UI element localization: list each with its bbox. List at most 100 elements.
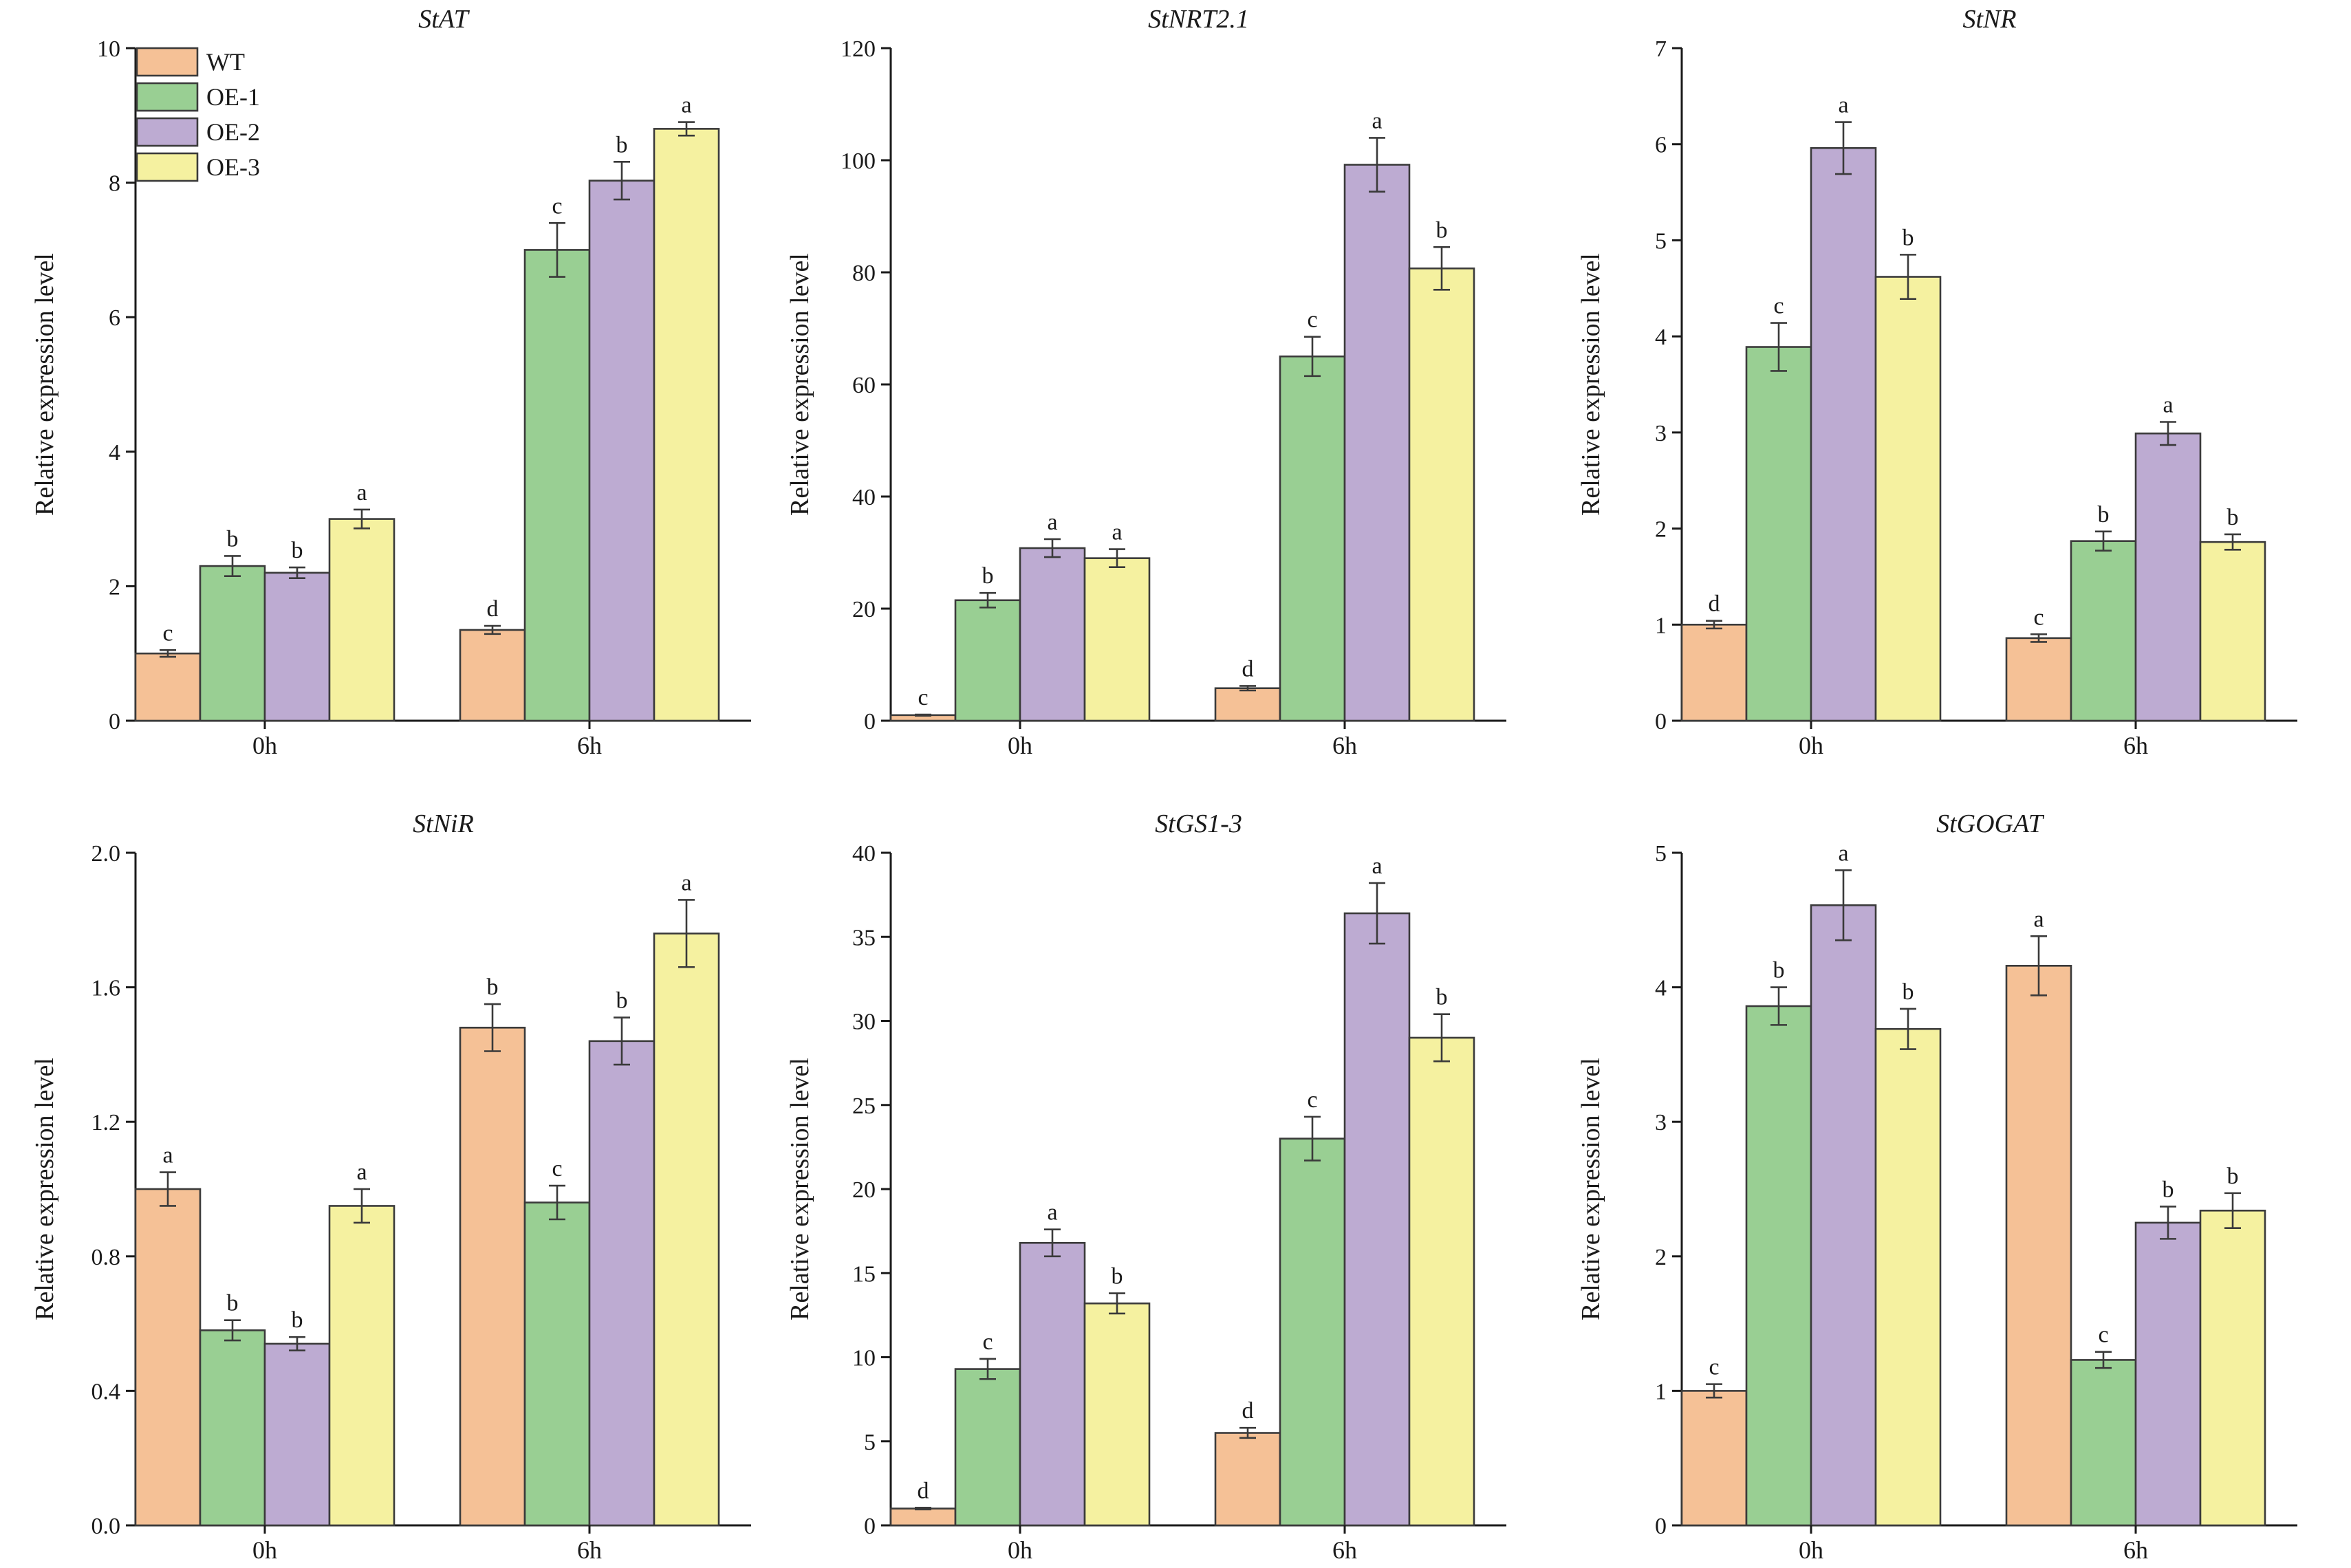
significance-letter: c [918,685,928,710]
significance-letter: a [1047,510,1057,535]
y-axis-label: Relative expression level [786,253,814,516]
bar-wt [1214,687,1281,722]
significance-letter: c [162,620,173,646]
y-axis-label: Relative expression level [786,1058,814,1320]
significance-letter: c [1773,294,1784,319]
y-tick-label: 0 [1655,709,1667,734]
y-tick-label: 0.8 [91,1245,121,1270]
y-tick-label: 20 [852,597,876,622]
significance-letter: a [2033,906,2044,932]
y-axis-label: Relative expression level [30,253,59,516]
legend-label: OE-1 [206,83,260,111]
bar-oe-3 [2199,541,2266,722]
bar-oe-2 [1810,147,1877,722]
bar-oe-1 [523,1201,591,1527]
y-tick-label: 5 [1655,228,1667,254]
significance-letter: c [552,1156,562,1182]
y-tick-label: 2 [109,574,120,600]
x-tick-label: 6h [577,732,602,759]
bar-oe-1 [199,565,266,722]
y-tick-label: 10 [852,1346,876,1371]
bar-oe-1 [954,599,1021,722]
significance-letter: a [1838,93,1848,118]
bar-oe-2 [588,1040,656,1527]
y-tick-label: 3 [1655,1110,1667,1135]
y-tick-label: 8 [109,171,120,197]
bar-oe-1 [954,1368,1021,1527]
significance-letter: b [292,1307,303,1333]
chart-panel-1: StNRT2.1 Relative expression level 0 20 40 60… [786,5,1506,759]
y-tick-label: 0.0 [91,1514,121,1539]
significance-letter: a [1372,853,1382,879]
significance-letter: a [1112,520,1122,545]
bar-wt [459,1026,526,1527]
significance-letter: a [356,480,367,505]
bar-oe-2 [1343,164,1411,722]
bar-wt [459,629,526,722]
significance-letter: d [1709,591,1720,617]
bar-wt [134,1188,202,1527]
significance-letter: a [356,1159,367,1185]
bar-wt [889,1507,957,1527]
significance-letter: c [552,193,562,219]
significance-letter: b [292,538,303,563]
significance-letter: b [1903,225,1914,250]
significance-letter: b [1903,979,1914,1005]
bar-oe-1 [199,1329,266,1527]
bar-oe-2 [588,179,656,722]
chart-title: StNR [1962,5,2016,34]
y-tick-label: 120 [841,36,876,62]
y-tick-label: 20 [852,1177,876,1203]
y-tick-label: 80 [852,261,876,286]
significance-letter: a [162,1143,173,1168]
significance-letter: c [982,1329,993,1355]
bar-oe-1 [2070,540,2137,722]
y-tick-label: 100 [841,149,876,174]
y-tick-label: 2 [1655,517,1667,543]
bar-oe-2 [263,1342,331,1527]
x-tick-label: 0h [1008,732,1032,759]
y-tick-label: 0 [864,709,876,734]
x-tick-label: 0h [252,732,277,759]
y-tick-label: 6 [109,305,120,331]
significance-letter: b [2098,502,2110,527]
bar-oe-1 [523,249,591,722]
bar-oe-3 [1083,1302,1151,1527]
y-tick-label: 1.2 [91,1110,121,1135]
significance-letter: b [2227,1164,2239,1189]
chart-panel-5: StGOGAT Relative expression level 0 1 2 3 4 5 c b… [1577,809,2297,1564]
legend-swatch [136,152,199,182]
y-tick-label: 1.6 [91,976,121,1001]
bar-wt [1680,623,1748,722]
x-tick-label: 6h [1332,1536,1357,1564]
y-axis-label: Relative expression level [30,1058,59,1320]
significance-letter: d [918,1478,929,1503]
significance-letter: b [616,988,628,1014]
significance-letter: d [1242,656,1254,682]
significance-letter: b [1112,1264,1123,1289]
y-tick-label: 40 [852,485,876,510]
significance-letter: a [681,93,691,118]
chart-panel-2: StNR Relative expression level 0 1 2 3 4 5 6 7 d c a… [1577,5,2297,759]
chart-title: StGS1-3 [1155,809,1242,838]
y-axis-label: Relative expression level [1577,253,1605,516]
bar-oe-1 [1745,1005,1812,1527]
y-tick-label: 5 [864,1430,876,1455]
legend-swatch [136,47,199,77]
significance-letter: c [1709,1355,1719,1380]
y-tick-label: 60 [852,373,876,398]
chart-panel-3: StNiR Relative expression level 0.0 0.4 0.8 1… [30,809,751,1564]
y-tick-label: 10 [97,36,120,62]
significance-letter: b [487,974,499,1000]
y-tick-label: 35 [852,925,876,950]
significance-letter: c [2033,605,2044,630]
significance-letter: d [487,596,499,622]
significance-letter: b [1436,985,1448,1010]
legend-label: OE-3 [206,153,260,181]
legend-swatch [136,117,199,147]
significance-letter: a [1838,840,1848,866]
y-tick-label: 3 [1655,421,1667,446]
significance-letter: b [2163,1177,2174,1202]
y-tick-label: 25 [852,1093,876,1119]
